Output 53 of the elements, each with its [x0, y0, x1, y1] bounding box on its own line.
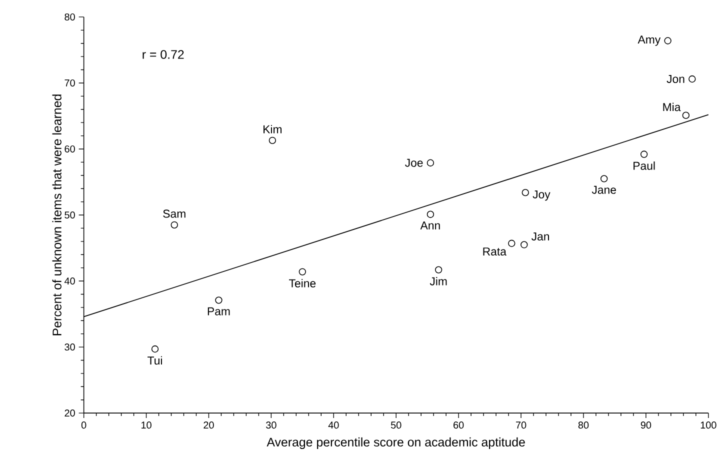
point: [426, 159, 434, 166]
point: [426, 210, 434, 218]
annotation: Sam: [163, 210, 186, 218]
annotation: Jan: [532, 232, 550, 241]
annotation: Kim: [264, 124, 282, 134]
annotation: Mia: [663, 102, 681, 112]
point: [151, 345, 159, 353]
x-tick-label: 50: [390, 422, 402, 429]
point: [170, 221, 178, 229]
annotation: r = 0.72: [142, 50, 184, 59]
point: [268, 136, 276, 144]
y-axis-title: Percent of unknown items that were learned: [52, 94, 62, 336]
annotation: Jane: [592, 186, 616, 194]
y-tick-label: 70: [64, 79, 75, 87]
point: [520, 241, 528, 248]
point: [522, 189, 529, 196]
x-tick-label: 90: [640, 422, 652, 429]
x-tick-label: 20: [204, 422, 214, 429]
point: [298, 268, 306, 276]
point: [640, 150, 648, 158]
annotation: Jim: [430, 277, 447, 286]
x-tick-label: 60: [454, 422, 464, 429]
y-tick-label: 20: [64, 410, 75, 417]
point: [434, 266, 442, 274]
point: [600, 175, 608, 182]
annotation: Joy: [532, 190, 550, 201]
y-tick-label: 80: [64, 13, 75, 21]
point: [664, 37, 672, 44]
x-tick-label: 40: [328, 422, 339, 429]
x-tick-label: 70: [516, 422, 526, 429]
annotation: Joe: [405, 158, 423, 167]
x-axis-title: Average percentile score on academic aptitude: [266, 437, 525, 450]
annotation: Ann: [420, 222, 440, 230]
annotation: Paul: [634, 161, 655, 170]
y-tick-label: 40: [64, 278, 75, 285]
x-tick-label: 30: [266, 422, 276, 429]
point: [688, 75, 696, 83]
x-tick-label: 100: [700, 422, 716, 429]
point: [682, 112, 690, 119]
annotation: Pam: [208, 307, 230, 316]
x-tick-label: 80: [578, 422, 589, 429]
y-tick-label: 50: [64, 212, 75, 219]
x-tick-label: 0: [81, 422, 86, 429]
x-tick-label: 10: [142, 422, 152, 429]
y-tick-label: 30: [64, 344, 75, 351]
annotation: Jon: [666, 75, 684, 84]
annotation: Teine: [289, 279, 316, 288]
y-tick-label: 60: [64, 146, 75, 153]
annotation: Tui: [148, 356, 162, 365]
point: [508, 240, 516, 248]
annotation: Amy: [638, 36, 661, 46]
annotation: Rata: [483, 248, 506, 256]
point: [215, 296, 222, 304]
